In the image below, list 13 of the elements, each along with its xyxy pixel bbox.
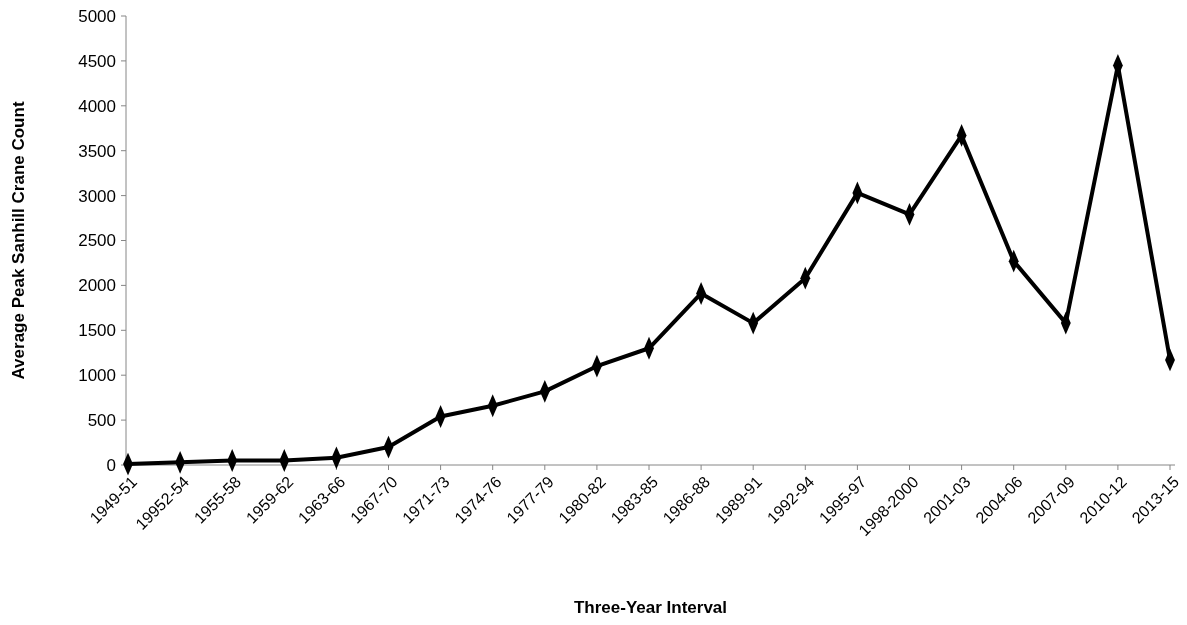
y-tick-label: 1500 — [78, 321, 116, 341]
y-tick-label: 1000 — [78, 366, 116, 386]
y-tick-label: 3000 — [78, 186, 116, 206]
y-tick-label: 5000 — [78, 6, 116, 26]
y-tick-label: 4000 — [78, 96, 116, 116]
y-tick-label: 500 — [87, 411, 116, 431]
y-tick-label: 2000 — [78, 276, 116, 296]
y-tick-label: 3500 — [78, 141, 116, 161]
x-axis-title: Three-Year Interval — [573, 598, 728, 617]
y-axis-title: Average Peak Sanhill Crane Count — [9, 101, 28, 380]
y-tick-label: 0 — [106, 455, 116, 475]
y-tick-label: 4500 — [78, 51, 116, 71]
y-tick-label: 2500 — [78, 231, 116, 251]
